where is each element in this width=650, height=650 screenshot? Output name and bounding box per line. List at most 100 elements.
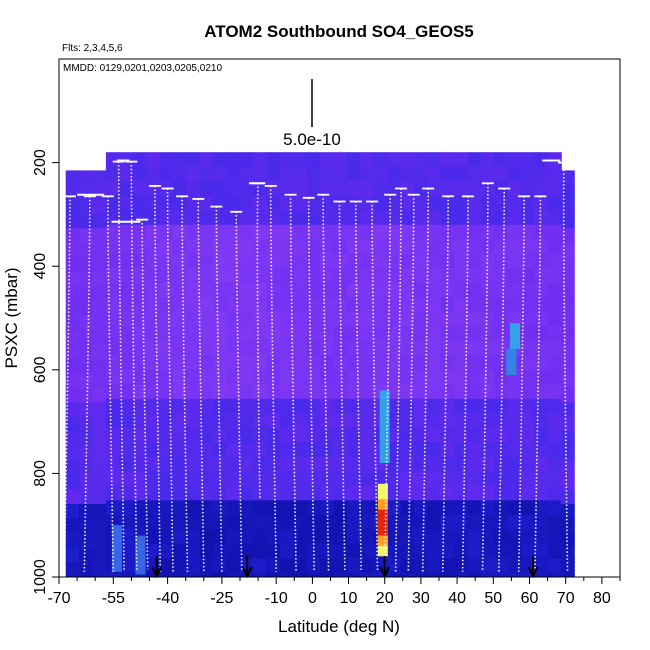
heatmap-cell — [253, 268, 268, 284]
heatmap-cell — [547, 166, 562, 182]
heatmap-cell — [440, 369, 455, 385]
heatmap-cell — [239, 398, 254, 414]
heatmap-cell — [494, 413, 509, 429]
heatmap-cell — [360, 384, 375, 400]
heatmap-cell — [400, 181, 415, 197]
heatmap-cell — [213, 282, 227, 298]
heatmap-cell — [213, 543, 227, 559]
heatmap-cell — [400, 398, 415, 414]
heatmap-cell — [213, 413, 227, 429]
heatmap-cell — [132, 268, 147, 284]
heatmap-cell — [480, 529, 495, 545]
heatmap-cell — [560, 228, 575, 244]
heatmap-cell — [373, 297, 388, 313]
heatmap-cell — [79, 533, 94, 549]
heatmap-cell — [507, 297, 522, 313]
heatmap-cell — [239, 442, 254, 458]
heatmap-cell — [454, 471, 469, 487]
heatmap-cell — [293, 500, 308, 516]
flight-profile — [562, 162, 569, 572]
heatmap-cell — [427, 297, 442, 313]
heatmap-cell — [454, 413, 469, 429]
heatmap-cell — [132, 355, 147, 371]
heatmap-cell — [280, 369, 294, 385]
heatmap-cell — [521, 413, 535, 429]
heatmap-cell — [92, 300, 107, 316]
heatmap-cell — [65, 329, 80, 345]
heatmap-cell — [199, 340, 214, 356]
heatmap-cell — [172, 297, 187, 313]
heatmap-cell — [560, 387, 575, 403]
heatmap-cell — [413, 224, 428, 240]
heatmap-cell — [494, 514, 509, 530]
heatmap-cell — [92, 315, 107, 331]
heatmap-cell — [105, 166, 120, 182]
heatmap-cell — [320, 442, 335, 458]
heatmap-cell — [213, 239, 227, 255]
heatmap-cell — [440, 398, 455, 414]
heatmap-cell — [79, 518, 94, 534]
heatmap-cell — [159, 166, 174, 182]
heatmap-cell — [346, 427, 361, 443]
heatmap-cell — [521, 224, 535, 240]
heatmap-cell — [119, 224, 134, 240]
heatmap-cell — [507, 282, 522, 298]
heatmap-cell — [266, 471, 281, 487]
heatmap-cell — [333, 572, 348, 577]
heatmap-cell — [186, 500, 201, 516]
heatmap-cell — [494, 543, 509, 559]
heatmap-cell — [534, 384, 549, 400]
heatmap-cell — [467, 369, 482, 385]
heatmap-cell — [413, 268, 428, 284]
heatmap-cell — [507, 152, 522, 168]
heatmap-cell — [454, 224, 469, 240]
heatmap-cell — [521, 311, 535, 327]
heatmap-cell — [253, 355, 268, 371]
x-tick-label: 0 — [308, 590, 317, 607]
heatmap-cell — [346, 442, 361, 458]
heatmap-cell — [413, 500, 428, 516]
heatmap-cell — [92, 547, 107, 563]
heatmap-cell — [172, 413, 187, 429]
heatmap-cell — [266, 253, 281, 269]
heatmap-cell — [494, 152, 509, 168]
heatmap-cell — [306, 413, 321, 429]
heatmap-cell — [427, 558, 442, 574]
heatmap-cell — [159, 239, 174, 255]
heatmap-cell — [280, 413, 294, 429]
heatmap-cell — [387, 224, 402, 240]
heatmap-cell — [239, 210, 254, 226]
heatmap-cell — [494, 282, 509, 298]
heatmap-cell — [333, 268, 348, 284]
heatmap-cell — [427, 210, 442, 226]
heatmap-cell — [105, 369, 120, 385]
heatmap-cell — [172, 572, 187, 577]
heatmap-cell — [360, 413, 375, 429]
heatmap-cell — [467, 413, 482, 429]
heatmap-cell — [79, 184, 94, 200]
heatmap-cell — [507, 558, 522, 574]
heatmap-cell — [293, 297, 308, 313]
heatmap-cell — [226, 355, 241, 371]
heatmap-cell — [253, 413, 268, 429]
heatmap-cell — [293, 210, 308, 226]
heatmap-cell — [346, 413, 361, 429]
leg-marker-arrow — [527, 566, 539, 579]
heatmap-cell — [293, 239, 308, 255]
heatmap-cell — [213, 195, 227, 211]
heatmap-cell — [280, 195, 294, 211]
heatmap-cell — [560, 257, 575, 273]
heatmap-cell — [79, 300, 94, 316]
heatmap-cell — [79, 547, 94, 563]
heatmap-cell — [65, 257, 80, 273]
heatmap-cell — [333, 166, 348, 182]
heatmap-cell — [454, 340, 469, 356]
heatmap-cell — [467, 311, 482, 327]
heatmap-cell — [79, 213, 94, 229]
heatmap-cell — [507, 471, 522, 487]
heatmap-cell — [306, 268, 321, 284]
heatmap-cell — [132, 224, 147, 240]
heatmap-cell — [360, 398, 375, 414]
heatmap-cell — [146, 253, 160, 269]
heatmap-cell — [440, 471, 455, 487]
